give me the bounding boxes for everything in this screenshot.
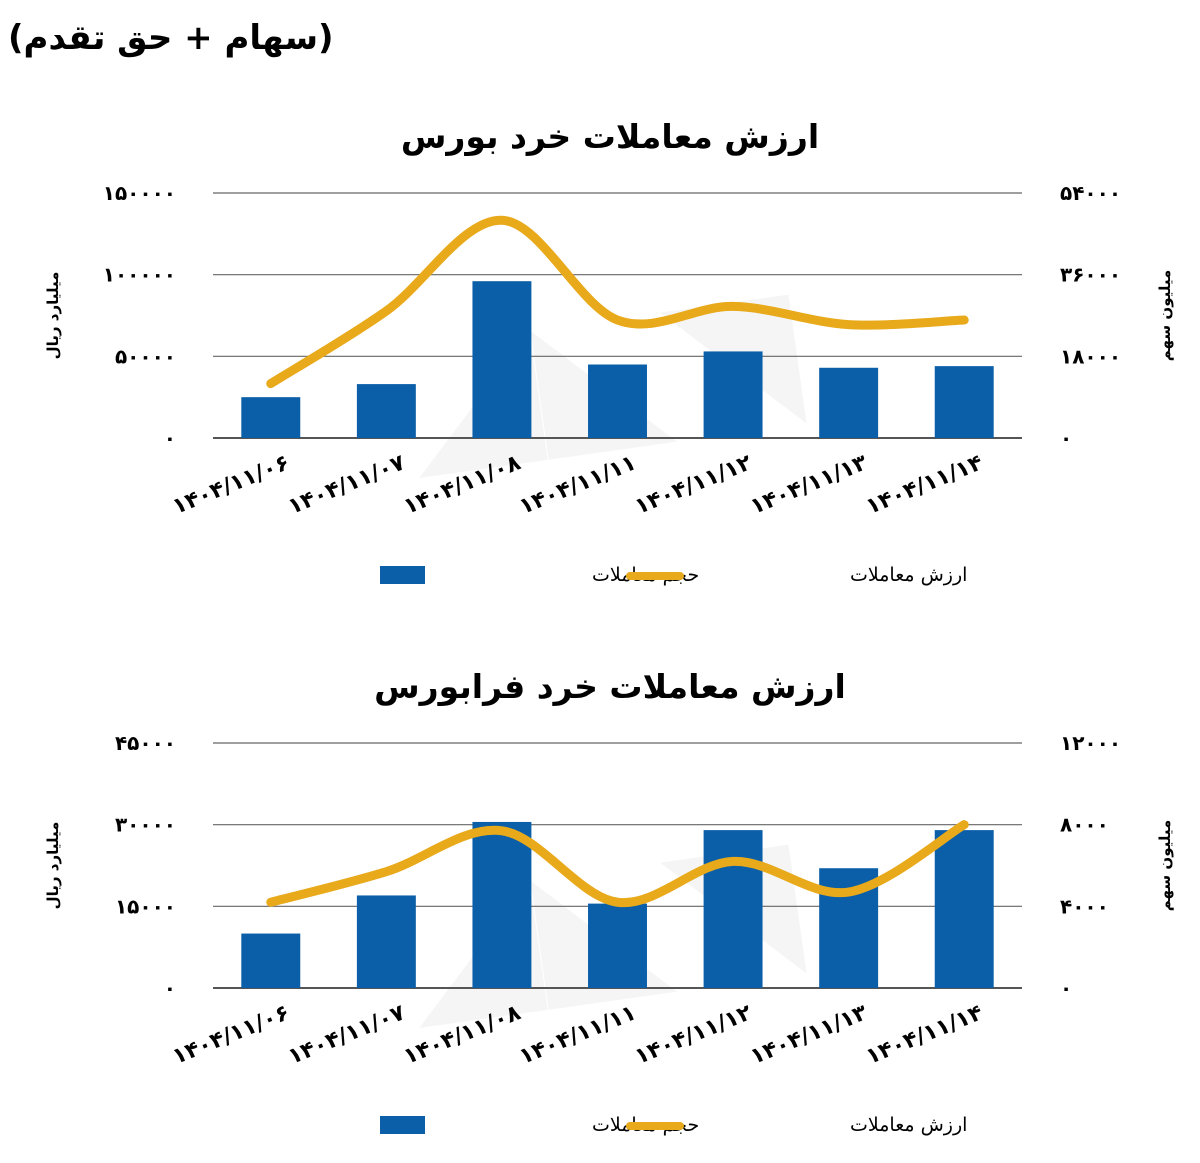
bar <box>472 281 532 438</box>
line-point <box>269 382 272 385</box>
bar <box>703 830 763 988</box>
y-axis-label: میلیارد ریال <box>44 822 62 910</box>
legend-label-line: ارزش معاملات <box>850 1114 967 1136</box>
chart-title: ارزش معاملات خرد بورس <box>401 117 819 157</box>
line-point <box>616 901 619 904</box>
line-point <box>732 860 735 863</box>
x-tick-label: ۱۴۰۴/۱۱/۰۶ <box>169 450 293 519</box>
page-header: (سهام + حق تقدم) <box>8 18 334 58</box>
line-point <box>847 323 850 326</box>
y2-tick-label: ۳۶۰۰۰ <box>1060 263 1121 287</box>
x-tick-label: ۱۴۰۴/۱۱/۱۴ <box>863 1000 987 1069</box>
y-tick-label: ۰ <box>164 976 176 1000</box>
x-tick-label: ۱۴۰۴/۱۱/۰۶ <box>169 1000 293 1069</box>
x-tick-label: ۱۴۰۴/۱۱/۱۳ <box>747 1000 871 1070</box>
y2-tick-label: ۱۸۰۰۰ <box>1060 344 1121 368</box>
legend-label-line: ارزش معاملات <box>850 564 967 586</box>
y2-tick-label: ۴۰۰۰ <box>1060 894 1109 918</box>
legend-swatch-bar <box>380 1116 425 1134</box>
y2-axis-label: میلیون سهم <box>1156 270 1174 362</box>
line-point <box>963 319 966 322</box>
x-tick-label: ۱۴۰۴/۱۱/۱۳ <box>747 450 871 520</box>
line-point <box>963 823 966 826</box>
x-tick-label: ۱۴۰۴/۱۱/۰۷ <box>285 1000 409 1070</box>
x-tick-label: ۱۴۰۴/۱۱/۰۷ <box>285 450 409 520</box>
line-point <box>269 901 272 904</box>
bar <box>819 367 879 438</box>
y2-tick-label: ۰ <box>1060 976 1072 1000</box>
line-point <box>385 870 388 873</box>
y-tick-label: ۳۰۰۰۰ <box>115 813 176 837</box>
line-point <box>500 829 503 832</box>
y-axis-label: میلیارد ریال <box>44 272 62 360</box>
bar <box>934 830 994 988</box>
y-tick-label: ۱۵۰۰۰ <box>115 894 176 918</box>
y-tick-label: ۱۰۰۰۰۰ <box>103 263 176 287</box>
line-point <box>732 305 735 308</box>
chart-title: ارزش معاملات خرد فرابورس <box>374 667 846 707</box>
bar <box>588 903 647 988</box>
y2-tick-label: ۵۴۰۰۰ <box>1060 181 1121 205</box>
bar <box>703 351 763 438</box>
y-tick-label: ۴۵۰۰۰ <box>115 731 176 755</box>
y-tick-label: ۵۰۰۰۰ <box>115 344 176 368</box>
legend-swatch-bar <box>380 566 425 584</box>
bar <box>241 397 301 438</box>
y2-tick-label: ۰ <box>1060 426 1072 450</box>
line-point <box>385 309 388 312</box>
bar <box>356 384 416 438</box>
bar <box>241 933 301 988</box>
bar <box>934 366 994 438</box>
line-point <box>500 219 503 222</box>
y2-tick-label: ۸۰۰۰ <box>1060 813 1109 837</box>
y-tick-label: ۰ <box>164 426 176 450</box>
bar <box>356 895 416 988</box>
line-point <box>616 319 619 322</box>
y2-tick-label: ۱۲۰۰۰ <box>1060 731 1121 755</box>
x-tick-label: ۱۴۰۴/۱۱/۱۴ <box>863 450 987 519</box>
line-point <box>847 891 850 894</box>
y-tick-label: ۱۵۰۰۰۰ <box>103 181 176 205</box>
farabourse-chart: ◢◣◥ارزش معاملات خرد فرابورس۰۰۱۵۰۰۰۴۰۰۰۳۰… <box>44 667 1174 1136</box>
bourse-chart: ◢◣◥ارزش معاملات خرد بورس۰۰۵۰۰۰۰۱۸۰۰۰۱۰۰۰… <box>44 117 1174 586</box>
bar <box>472 821 532 988</box>
bar <box>588 364 647 438</box>
y2-axis-label: میلیون سهم <box>1156 820 1174 912</box>
